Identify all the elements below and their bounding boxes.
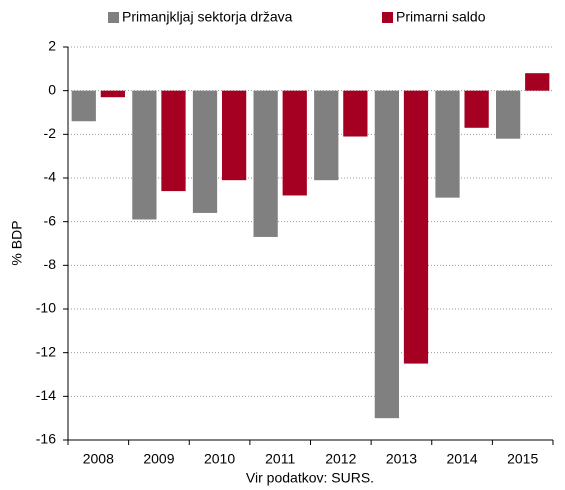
y-tick-label: -2 xyxy=(44,125,57,141)
bar xyxy=(464,90,489,128)
bar xyxy=(403,90,429,364)
bar xyxy=(71,90,96,122)
bar xyxy=(282,90,307,196)
x-tick-label: 2014 xyxy=(446,451,477,467)
x-tick-label: 2012 xyxy=(325,451,356,467)
bar xyxy=(496,90,521,139)
bar xyxy=(161,90,186,192)
bar xyxy=(100,90,125,98)
bar xyxy=(314,90,339,181)
bar xyxy=(132,90,157,220)
x-tick-label: 2011 xyxy=(265,451,295,467)
x-tick-label: 2013 xyxy=(386,451,417,467)
legend-swatch xyxy=(108,12,119,23)
bar xyxy=(253,90,278,237)
x-axis-title: Vir podatkov: SURS. xyxy=(246,470,374,486)
y-axis-title: % BDP xyxy=(9,220,25,265)
y-tick-label: -8 xyxy=(44,256,57,272)
bar xyxy=(374,90,400,419)
y-tick-label: -4 xyxy=(44,169,57,185)
y-tick-label: 2 xyxy=(48,38,56,54)
bar xyxy=(221,90,247,181)
y-tick-label: -12 xyxy=(36,343,56,359)
y-tick-label: -6 xyxy=(44,212,57,228)
legend-swatch xyxy=(382,12,393,23)
legend-label: Primarni saldo xyxy=(396,9,486,25)
x-tick-label: 2008 xyxy=(83,451,114,467)
x-tick-label: 2010 xyxy=(204,451,235,467)
x-tick-label: 2009 xyxy=(143,451,174,467)
bar xyxy=(192,90,218,213)
y-tick-label: -14 xyxy=(36,387,56,403)
y-tick-label: -16 xyxy=(36,431,56,447)
bar xyxy=(343,90,368,137)
legend-label: Primanjkljaj sektorja država xyxy=(122,9,293,25)
x-tick-label: 2015 xyxy=(507,451,538,467)
bar xyxy=(435,90,460,198)
y-tick-label: 0 xyxy=(48,81,56,97)
y-tick-label: -10 xyxy=(36,300,56,316)
bar xyxy=(525,73,550,91)
